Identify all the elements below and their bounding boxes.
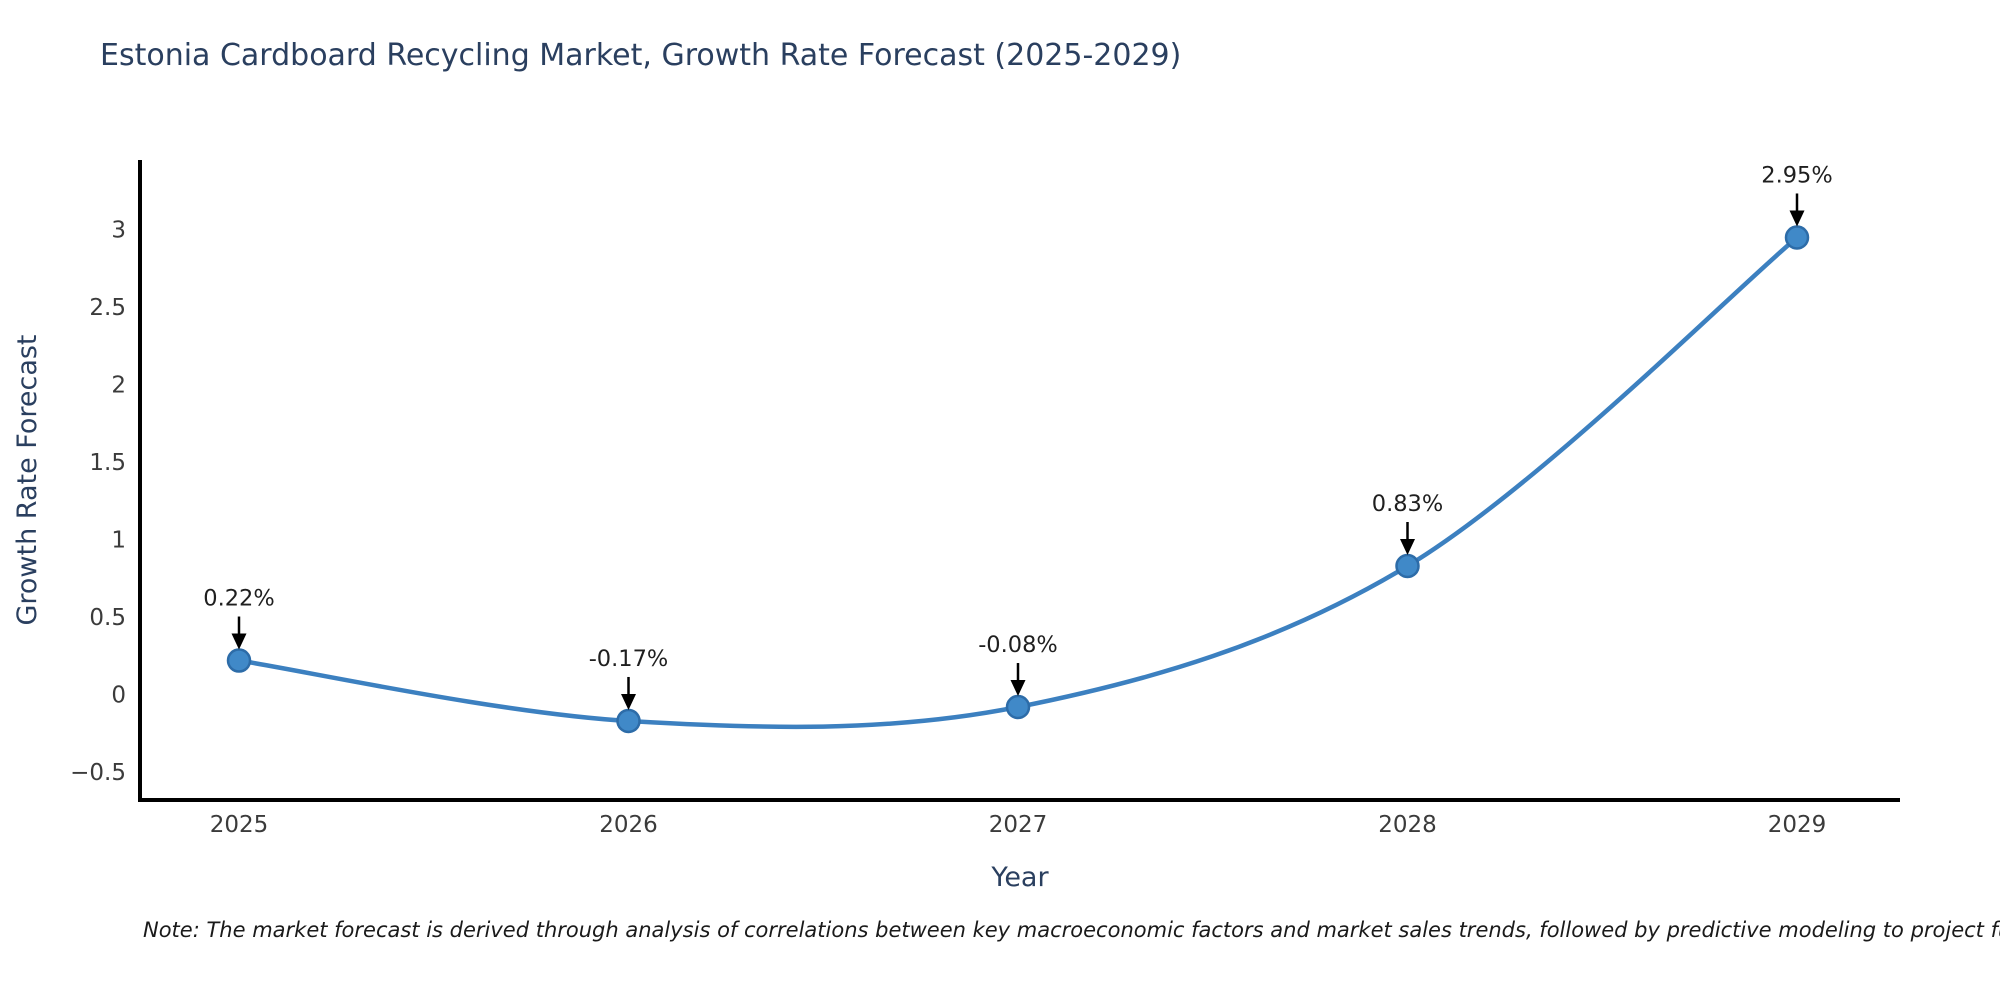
data-point-2028 bbox=[1395, 553, 1420, 579]
trend-line bbox=[236, 235, 1800, 730]
data-point-2029 bbox=[1784, 225, 1810, 250]
data-point-2025 bbox=[226, 648, 252, 673]
y-tick-label: 2.5 bbox=[89, 295, 126, 321]
annotation-label-2027: -0.08% bbox=[978, 632, 1058, 658]
y-tick-label: 3 bbox=[111, 218, 126, 244]
footnote: Note: The market forecast is derived thr… bbox=[143, 918, 2000, 942]
x-tick-label: 2026 bbox=[599, 812, 658, 838]
y-tick-label: 1 bbox=[111, 528, 126, 554]
y-tick-label: 1.5 bbox=[89, 450, 126, 476]
annotation-arrow-head-2029 bbox=[1789, 210, 1805, 227]
y-tick-label: −0.5 bbox=[70, 760, 126, 786]
y-tick-label: 0.5 bbox=[89, 605, 126, 631]
annotation-label-2029: 2.95% bbox=[1761, 162, 1832, 188]
annotation-arrow-head-2025 bbox=[231, 633, 247, 650]
annotation-arrow-head-2028 bbox=[1400, 539, 1415, 556]
chart-title: Estonia Cardboard Recycling Market, Grow… bbox=[100, 38, 1182, 73]
x-tick-label: 2027 bbox=[989, 812, 1048, 838]
annotation-label-2025: 0.22% bbox=[203, 586, 274, 612]
annotation-label-2026: -0.17% bbox=[589, 646, 669, 672]
y-tick-label: 0 bbox=[111, 683, 126, 709]
x-tick-label: 2029 bbox=[1768, 812, 1827, 838]
x-tick-label: 2025 bbox=[210, 812, 269, 838]
y-axis-title: Growth Rate Forecast bbox=[12, 334, 43, 625]
annotation-label-2028: 0.83% bbox=[1372, 491, 1443, 517]
annotation-arrow-head-2026 bbox=[621, 693, 636, 710]
data-point-2027 bbox=[1005, 694, 1031, 720]
annotation-arrow-head-2027 bbox=[1010, 680, 1026, 697]
data-point-2026 bbox=[616, 708, 641, 734]
y-tick-label: 2 bbox=[111, 373, 126, 399]
x-tick-label: 2028 bbox=[1378, 812, 1437, 838]
x-axis-title: Year bbox=[990, 862, 1049, 893]
